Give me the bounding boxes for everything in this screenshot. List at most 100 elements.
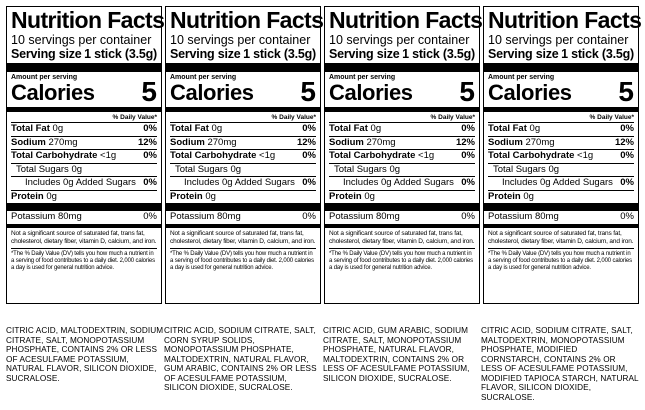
ingredients-list: CITRIC ACID, SODIUM CITRATE, SALT, CORN … [164,326,317,392]
protein-value: 0g [46,190,57,202]
nutrition-facts-panel: Nutrition Facts 10 servings per containe… [165,6,324,304]
serving-size-label: Serving size [329,47,400,61]
sodium-percent: 12% [614,136,634,148]
total-fat-row: Total Fat 0g 0% [170,122,316,136]
not-significant-note: Not a significant source of saturated fa… [329,230,475,249]
servings-per-container: 10 servings per container [170,33,311,47]
medium-divider [7,107,161,112]
total-carbohydrate-percent: 0% [620,150,634,161]
total-fat-value: 0g [211,123,223,134]
not-significant-note: Not a significant source of saturated fa… [11,230,157,249]
medium-divider [166,107,320,112]
medium-divider [325,107,479,112]
daily-value-footnote: *The % Daily Value (DV) tells you how mu… [488,250,632,271]
sodium-label: Sodium [488,136,523,148]
sodium-label: Sodium [11,136,46,148]
daily-value-header: % Daily Value* [430,114,475,121]
sodium-row: Sodium 270mg 12% [170,135,316,150]
ingredients-list: CITRIC ACID, GUM ARABIC, SODIUM CITRATE,… [323,326,470,383]
sodium-value: 270mg [525,136,555,148]
ingredients-list: CITRIC ACID, MALTODEXTRIN, SODIUM CITRAT… [6,326,164,383]
ingredients-list: CITRIC ACID, SODIUM CITRATE, SALT, MALTO… [481,326,639,402]
total-sugars-row: Total Sugars 0g [488,162,634,177]
protein-divider [7,203,161,211]
daily-value-footnote: *The % Daily Value (DV) tells you how mu… [11,250,155,271]
nutrition-facts-title: Nutrition Facts [11,7,165,33]
small-divider [484,223,638,228]
serving-size-value: 1 stick (3.5g) [243,47,316,61]
nutrition-facts-title: Nutrition Facts [329,7,483,33]
not-significant-note: Not a significant source of saturated fa… [170,230,316,249]
sodium-label: Sodium [329,136,364,148]
total-carbohydrate-row: Total Carbohydrate <1g 0% [11,149,157,163]
total-sugars-row: Total Sugars 0g [329,162,475,177]
thick-divider [7,63,161,72]
potassium-row: Potassium 80mg 0% [488,211,634,224]
potassium-label: Potassium 80mg [488,211,559,222]
potassium-label: Potassium 80mg [11,211,82,222]
total-fat-label: Total Fat [11,123,50,134]
thick-divider [166,63,320,72]
total-fat-row: Total Fat 0g 0% [488,122,634,136]
amount-per-serving-label: Amount per serving [11,74,78,81]
daily-value-header: % Daily Value* [589,114,634,121]
added-sugars-label: Includes 0g Added Sugars [25,177,136,188]
added-sugars-row: Includes 0g Added Sugars 0% [11,176,157,190]
medium-divider [484,107,638,112]
protein-row: Protein 0g [170,189,316,204]
calories-label: Calories [329,80,413,105]
serving-size-row: Serving size 1 stick (3.5g) [11,47,157,61]
servings-per-container: 10 servings per container [488,33,629,47]
daily-value-header: % Daily Value* [271,114,316,121]
nutrition-facts-title: Nutrition Facts [170,7,324,33]
protein-divider [325,203,479,211]
amount-per-serving-label: Amount per serving [488,74,555,81]
small-divider [7,223,161,228]
protein-value: 0g [523,190,534,202]
added-sugars-label: Includes 0g Added Sugars [502,177,613,188]
thick-divider [325,63,479,72]
servings-per-container: 10 servings per container [11,33,152,47]
nutrition-facts-panel: Nutrition Facts 10 servings per containe… [483,6,642,304]
added-sugars-label: Includes 0g Added Sugars [184,177,295,188]
added-sugars-percent: 0% [302,177,316,188]
serving-size-row: Serving size 1 stick (3.5g) [170,47,316,61]
potassium-percent: 0% [302,211,316,222]
small-divider [166,223,320,228]
total-fat-label: Total Fat [488,123,527,134]
serving-size-label: Serving size [488,47,559,61]
total-fat-value: 0g [52,123,64,134]
protein-label: Protein [329,190,362,202]
potassium-row: Potassium 80mg 0% [329,211,475,224]
potassium-row: Potassium 80mg 0% [11,211,157,224]
amount-per-serving-label: Amount per serving [170,74,237,81]
total-carbohydrate-label: Total Carbohydrate [11,150,98,161]
serving-size-label: Serving size [11,47,82,61]
total-fat-label: Total Fat [170,123,209,134]
serving-size-value: 1 stick (3.5g) [402,47,475,61]
total-sugars-label: Total Sugars 0g [493,163,560,175]
total-fat-row: Total Fat 0g 0% [329,122,475,136]
added-sugars-row: Includes 0g Added Sugars 0% [329,176,475,190]
potassium-percent: 0% [143,211,157,222]
total-sugars-row: Total Sugars 0g [11,162,157,177]
calories-row: Calories 5 [11,78,157,106]
calories-row: Calories 5 [488,76,634,107]
potassium-percent: 0% [461,211,475,222]
protein-label: Protein [488,190,521,202]
calories-value: 5 [300,76,316,107]
amount-per-serving-label: Amount per serving [329,74,396,81]
serving-size-row: Serving size 1 stick (3.5g) [329,47,475,61]
total-carbohydrate-row: Total Carbohydrate <1g 0% [488,149,634,163]
total-carbohydrate-percent: 0% [461,150,475,161]
total-carbohydrate-row: Total Carbohydrate <1g 0% [329,149,475,163]
protein-row: Protein 0g [329,189,475,204]
added-sugars-row: Includes 0g Added Sugars 0% [170,176,316,190]
sodium-value: 270mg [366,136,396,148]
potassium-label: Potassium 80mg [329,211,400,222]
total-carbohydrate-row: Total Carbohydrate <1g 0% [170,149,316,163]
total-carbohydrate-label: Total Carbohydrate [488,150,575,161]
total-fat-percent: 0% [143,123,157,134]
calories-value: 5 [618,76,634,107]
calories-row: Calories 5 [170,76,316,107]
